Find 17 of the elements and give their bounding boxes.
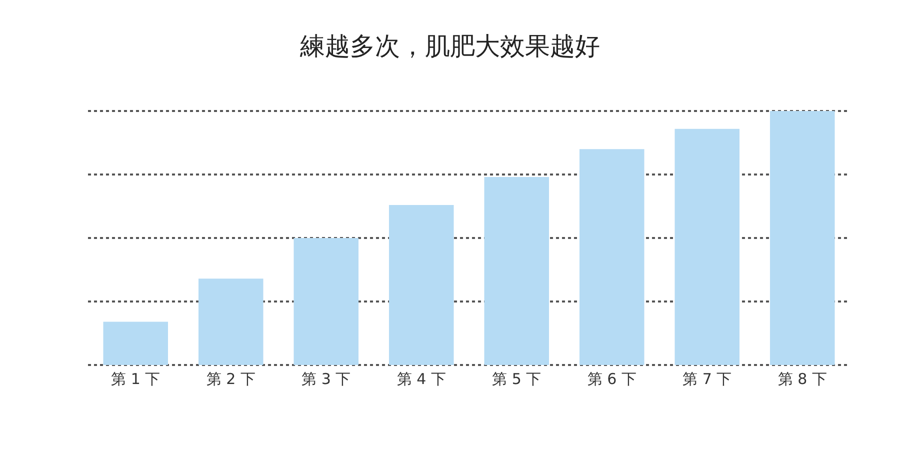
bar (103, 322, 168, 365)
x-tick-label: 第 5 下 (492, 370, 542, 388)
bar (770, 111, 835, 365)
bar (388, 204, 454, 365)
bar (674, 128, 740, 365)
x-tick-label: 第 6 下 (587, 370, 636, 388)
x-tick-label: 第 2 下 (206, 370, 256, 388)
chart-title: 練越多次，肌肥大效果越好 (299, 31, 600, 60)
x-tick-label: 第 4 下 (396, 370, 446, 388)
bar (484, 177, 550, 365)
x-tick-label: 第 1 下 (111, 370, 160, 388)
bar (198, 278, 264, 365)
x-tick-label: 第 8 下 (778, 370, 827, 388)
bar (579, 149, 644, 365)
x-tick-label: 第 7 下 (682, 370, 732, 388)
bar (294, 238, 359, 365)
x-tick-label: 第 3 下 (302, 370, 351, 388)
